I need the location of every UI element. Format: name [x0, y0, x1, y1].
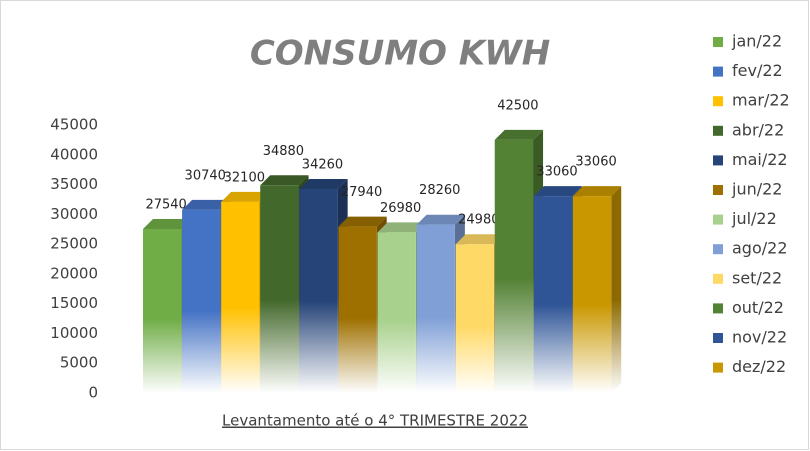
y-tick-label: 15000 [50, 294, 98, 312]
legend-swatch [713, 125, 723, 136]
bar [377, 232, 416, 393]
data-label: 27540 [145, 197, 186, 212]
legend-swatch [713, 273, 723, 284]
x-axis-label: Levantamento até o 4° TRIMESTRE 2022 [222, 412, 528, 430]
legend-label: jul/22 [731, 209, 777, 228]
bar-top [260, 175, 309, 186]
data-label: 27940 [341, 185, 382, 200]
bar [182, 209, 221, 393]
bar-top [533, 186, 583, 197]
y-tick-label: 20000 [50, 264, 98, 282]
bar-top [494, 129, 544, 140]
legend-swatch [713, 185, 723, 195]
bar-top [221, 191, 270, 202]
bar-top [182, 199, 231, 210]
legend-label: out/22 [732, 298, 784, 317]
data-label: 33060 [575, 155, 616, 170]
legend-label: nov/22 [732, 328, 787, 347]
legend-label: abr/22 [732, 120, 784, 139]
data-label: 42500 [497, 98, 538, 113]
y-tick-label: 30000 [50, 205, 98, 223]
data-label: 26980 [380, 201, 421, 216]
legend-label: jun/22 [731, 180, 782, 199]
legend-swatch [713, 333, 723, 343]
y-tick-label: 0 [88, 384, 98, 402]
legend-swatch [713, 244, 723, 255]
legend-swatch [713, 37, 723, 47]
data-label: 32100 [224, 170, 265, 185]
y-tick-label: 25000 [50, 235, 98, 253]
legend-swatch [713, 303, 723, 314]
legend-label: jan/22 [731, 32, 782, 51]
bar-top [143, 218, 192, 229]
data-label: 34260 [302, 157, 343, 172]
legend-swatch [713, 96, 723, 107]
bar-top [455, 234, 504, 245]
bar [143, 228, 182, 393]
legend-label: mai/22 [732, 150, 788, 169]
legend-swatch [713, 214, 723, 225]
data-label: 24980 [458, 213, 499, 228]
bar [572, 196, 612, 393]
bar-top [416, 214, 465, 225]
bar [533, 196, 573, 393]
legend-label: dez/22 [732, 357, 786, 376]
y-tick-label: 45000 [50, 116, 98, 134]
y-tick-label: 40000 [50, 145, 98, 163]
y-tick-label: 35000 [50, 175, 98, 193]
legend-label: ago/22 [732, 239, 788, 258]
legend-label: fev/22 [732, 61, 783, 80]
bar [416, 224, 455, 393]
bar [260, 185, 299, 393]
chart-title: CONSUMO KWH [250, 34, 550, 74]
bar [338, 226, 377, 393]
bar [299, 188, 338, 393]
bar [455, 244, 494, 393]
legend-swatch [713, 362, 723, 373]
y-tick-label: 5000 [60, 354, 98, 372]
data-label: 33060 [536, 165, 577, 180]
y-tick-label: 10000 [50, 324, 98, 342]
bar-top [377, 222, 426, 233]
legend-swatch [713, 155, 723, 166]
data-label: 30740 [185, 168, 226, 183]
legend-label: mar/22 [732, 91, 790, 110]
legend-swatch [713, 66, 723, 77]
bar [221, 201, 260, 393]
data-label: 28260 [419, 183, 460, 198]
bar-side [611, 186, 622, 393]
bar-top [572, 186, 622, 197]
bar-top [338, 216, 387, 227]
data-label: 34880 [263, 144, 304, 159]
bar-top [299, 178, 348, 189]
bar [494, 139, 534, 393]
legend-label: set/22 [732, 268, 782, 287]
